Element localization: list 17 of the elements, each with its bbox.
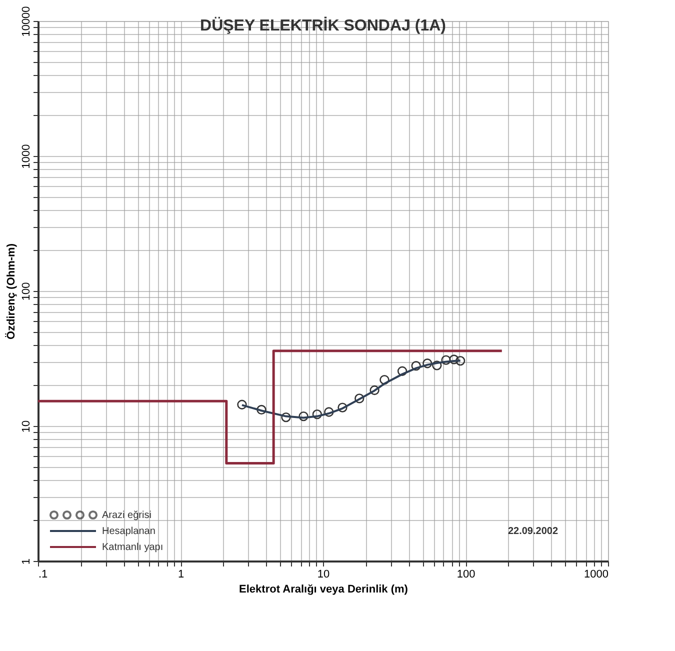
y-tick-label: 10000 (20, 6, 32, 37)
x-tick-label: 1000 (584, 568, 608, 580)
legend-label: Arazi eğrisi (102, 510, 152, 521)
y-axis-title: Özdirenç (Ohm-m) (4, 243, 18, 340)
legend-label: Hesaplanan (102, 526, 156, 537)
chart-title: DÜŞEY ELEKTRİK SONDAJ (1A) (200, 16, 446, 35)
y-tick-label: 1 (20, 558, 32, 565)
annotation: 22.09.2002 (508, 526, 558, 537)
x-tick-label: .1 (38, 568, 48, 580)
x-tick-label: 10 (317, 568, 330, 580)
x-axis-title: Elektrot Aralığı veya Derinlik (m) (239, 584, 408, 596)
y-tick-label: 100 (20, 282, 32, 301)
y-tick-label: 1000 (20, 144, 32, 169)
x-tick-label: 100 (456, 568, 476, 580)
y-tick-label: 10 (20, 420, 32, 433)
legend-label: Katmanlı yapı (102, 542, 164, 553)
x-tick-label: 1 (178, 568, 184, 580)
